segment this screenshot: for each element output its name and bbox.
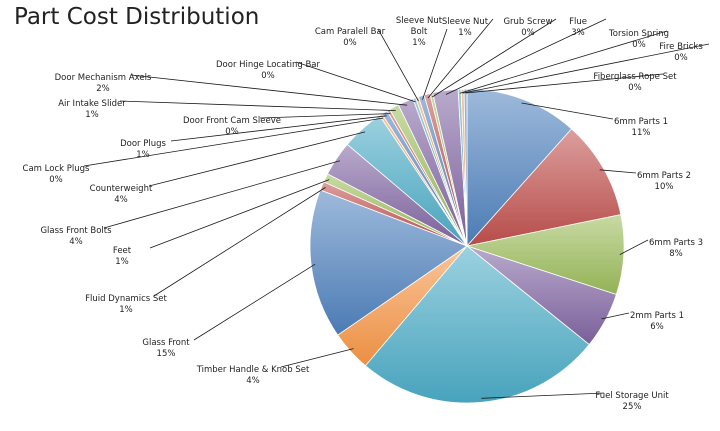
pie-slice-5: [364, 245, 590, 404]
data-label-13: Door Plugs 1%: [120, 139, 166, 160]
data-label-12: Cam Lock Plugs 0%: [23, 164, 90, 185]
leader-line-24: [462, 43, 710, 94]
data-label-22: Flue 3%: [569, 17, 587, 38]
data-label-14: Door Front Cam Sleeve 0%: [183, 116, 281, 137]
data-label-9: Feet 1%: [113, 246, 132, 267]
leader-line-1: [521, 102, 614, 120]
data-label-18: Cam Paralell Bar 0%: [315, 27, 386, 48]
data-label-11: Counterweight 4%: [90, 184, 153, 205]
leader-line-18: [377, 28, 419, 102]
leader-line-6: [280, 348, 354, 368]
data-label-15: Air Intake Slider 1%: [58, 99, 126, 120]
leader-line-12: [83, 117, 384, 167]
pie-slices: [309, 88, 625, 404]
pie-slice-7: [309, 189, 468, 336]
data-label-23: Torsion Spring 0%: [608, 29, 669, 50]
data-label-6: Timber Handle & Knob Set 4%: [196, 365, 310, 386]
chart-title: Part Cost Distribution: [14, 4, 260, 30]
data-label-16: Door Mechanism Axels 2%: [55, 73, 152, 94]
leader-line-19: [422, 28, 448, 100]
leader-line-15: [119, 100, 396, 111]
leader-line-22: [445, 18, 607, 95]
pie-slice-2: [465, 128, 622, 247]
leader-line-10: [103, 160, 341, 229]
leader-line-9: [149, 179, 330, 249]
leader-line-5: [481, 392, 605, 399]
leader-line-2: [599, 169, 637, 174]
data-label-5: Fuel Storage Unit 25%: [595, 391, 669, 412]
data-label-19: Sleeve Nut Bolt 1%: [396, 16, 443, 48]
leader-line-21: [431, 18, 557, 98]
leader-line-7: [193, 263, 316, 341]
data-label-10: Glass Front Bolts 4%: [40, 226, 112, 247]
data-label-7: Glass Front 15%: [142, 338, 190, 359]
leader-line-3: [619, 239, 649, 255]
leader-line-8: [153, 187, 326, 297]
leader-line-11: [148, 131, 366, 187]
data-label-1: 6mm Parts 1 11%: [614, 117, 668, 138]
leader-line-13: [170, 115, 387, 142]
data-label-8: Fluid Dynamics Set 1%: [85, 294, 167, 315]
leader-line-14: [259, 113, 391, 119]
leader-line-23: [459, 30, 668, 94]
pie-slice-25: [463, 88, 468, 247]
leader-line-4: [601, 312, 630, 320]
data-label-2: 6mm Parts 2 10%: [637, 171, 691, 192]
data-label-3: 6mm Parts 3 8%: [649, 238, 703, 259]
leader-line-20: [427, 18, 494, 99]
data-label-24: Fire Bricks 0%: [659, 42, 703, 63]
leader-line-17: [295, 61, 416, 103]
leader-lines: [83, 18, 710, 399]
data-label-25: Fiberglass Rope Set 0%: [593, 72, 677, 93]
data-label-21: Grub Screw 0%: [503, 17, 552, 38]
data-label-4: 2mm Parts 1 6%: [630, 311, 684, 332]
data-label-20: Sleeve Nut 1%: [442, 17, 489, 38]
leader-line-16: [130, 74, 408, 106]
data-label-17: Door Hinge Locating Bar 0%: [216, 60, 320, 81]
leader-line-25: [465, 73, 664, 94]
